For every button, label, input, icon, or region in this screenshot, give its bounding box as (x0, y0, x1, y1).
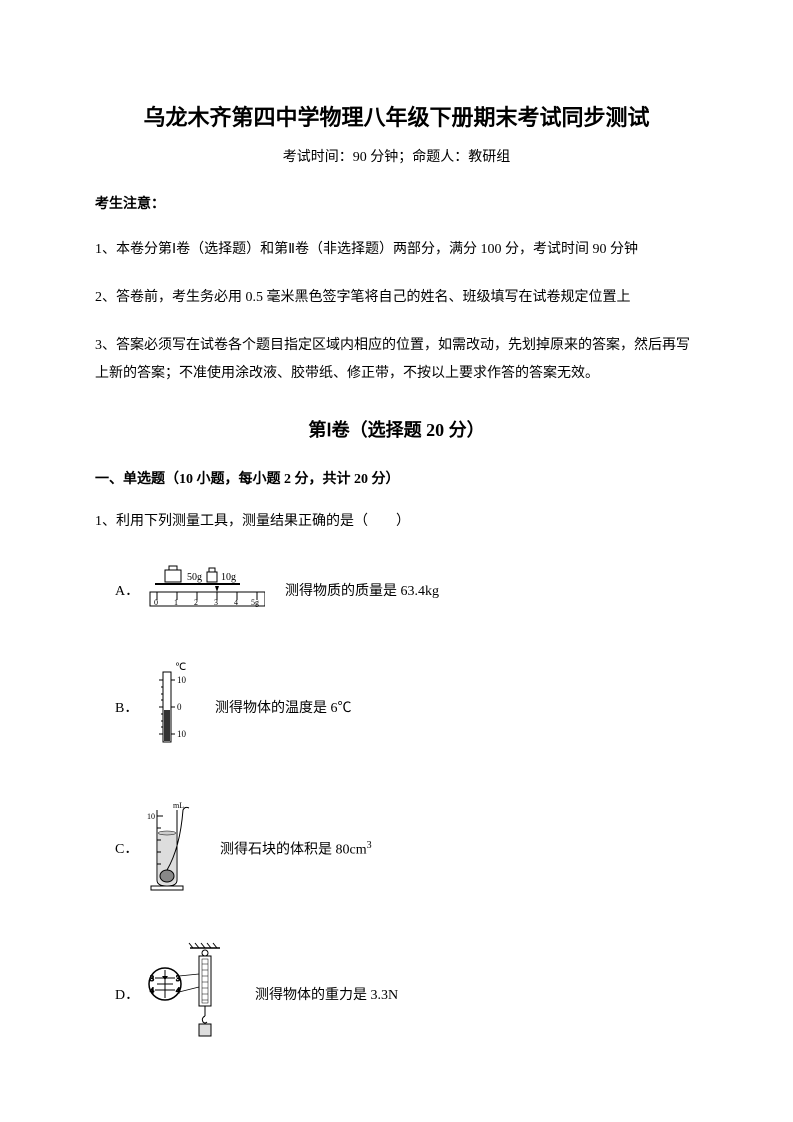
option-b: B． ℃ 10 0 10 测得物体的温度是 6℃ (95, 660, 698, 758)
question-stem: 1、利用下列测量工具，测量结果正确的是（ ） (95, 511, 698, 533)
svg-text:10: 10 (177, 729, 187, 739)
notice-item: 2、答卷前，考生务必用 0.5 毫米黑色签字笔将自己的姓名、班级填写在试卷规定位… (95, 284, 698, 312)
svg-text:0: 0 (154, 598, 158, 607)
spring-scale-diagram: 3 3 4 4 (145, 942, 235, 1050)
svg-text:10: 10 (177, 675, 187, 685)
svg-text:4: 4 (150, 986, 154, 995)
option-label: A． (115, 581, 145, 603)
svg-text:0: 0 (177, 702, 182, 712)
svg-text:mL: mL (173, 801, 184, 810)
option-label: B． (115, 698, 145, 720)
svg-text:2: 2 (194, 598, 198, 607)
option-d: D． (95, 942, 698, 1050)
notice-item: 3、答案必须写在试卷各个题目指定区域内相应的位置，如需改动，先划掉原来的答案，然… (95, 332, 698, 388)
exam-title: 乌龙木齐第四中学物理八年级下册期末考试同步测试 (95, 100, 698, 135)
balance-scale-diagram: 50g 10g 0 1 2 3 4 5g (145, 564, 265, 620)
svg-text:3: 3 (176, 974, 180, 983)
option-label: C． (115, 839, 145, 861)
notice-item: 1、本卷分第Ⅰ卷（选择题）和第Ⅱ卷（非选择题）两部分，满分 100 分，考试时间… (95, 236, 698, 264)
svg-text:3: 3 (214, 598, 218, 607)
graduated-cylinder-diagram: mL 10 (145, 798, 200, 901)
svg-text:3: 3 (150, 974, 154, 983)
option-label: D． (115, 985, 145, 1007)
option-text: 测得石块的体积是 80cm3 (220, 838, 372, 862)
svg-text:1: 1 (174, 598, 178, 607)
option-a: A． 50g 10g 0 1 2 3 (95, 564, 698, 620)
notice-heading: 考生注意： (95, 194, 698, 216)
weight-label-10g: 10g (221, 572, 236, 583)
option-text: 测得物体的温度是 6℃ (215, 698, 352, 720)
section-title: 第Ⅰ卷（选择题 20 分） (95, 416, 698, 445)
svg-text:5g: 5g (251, 598, 259, 607)
option-c: C． mL 10 测得石块的体积是 80cm3 (95, 798, 698, 901)
svg-text:10: 10 (147, 812, 155, 821)
option-text: 测得物质的质量是 63.4kg (285, 581, 439, 603)
subsection-heading: 一、单选题（10 小题，每小题 2 分，共计 20 分） (95, 469, 698, 491)
thermometer-diagram: ℃ 10 0 10 (145, 660, 195, 758)
weight-label-50g: 50g (187, 572, 202, 583)
svg-text:4: 4 (234, 598, 238, 607)
svg-text:4: 4 (176, 986, 180, 995)
option-text: 测得物体的重力是 3.3N (255, 985, 398, 1007)
svg-text:℃: ℃ (175, 662, 186, 673)
exam-subtitle: 考试时间：90 分钟；命题人：教研组 (95, 147, 698, 169)
